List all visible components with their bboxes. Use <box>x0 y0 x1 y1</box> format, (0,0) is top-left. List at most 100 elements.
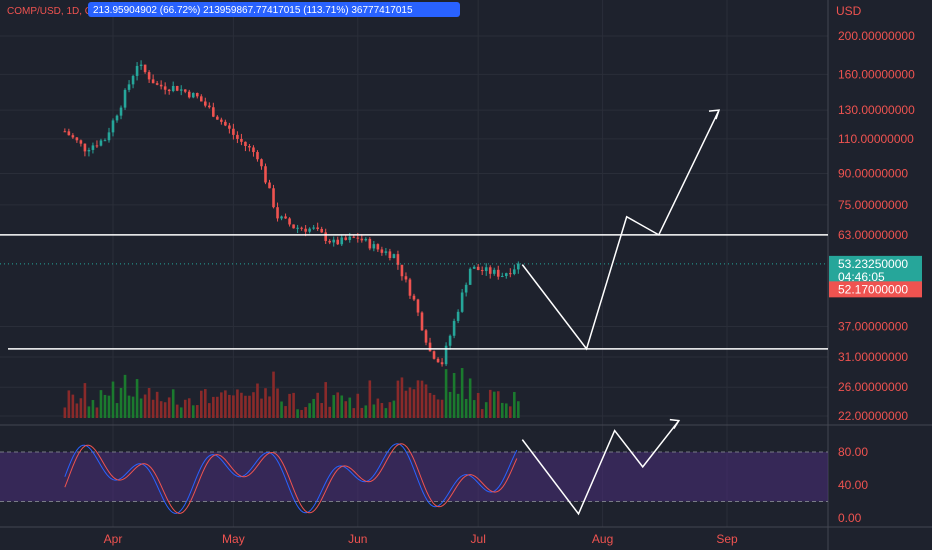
candle-body <box>312 227 315 229</box>
candle-body <box>472 266 476 269</box>
candle-body <box>171 86 175 92</box>
stochastic-projection-path[interactable] <box>521 420 680 516</box>
candle-body <box>460 292 464 312</box>
volume-bar <box>316 392 319 418</box>
candle-body <box>71 135 75 138</box>
volume-bar <box>75 403 79 418</box>
volume-bar <box>384 408 388 418</box>
candle-body <box>352 236 356 238</box>
last-price-label: 53.23250000 <box>838 257 908 271</box>
volume-bar <box>67 390 71 418</box>
volume-bar <box>147 388 151 418</box>
candle-body <box>123 89 127 108</box>
candle-body <box>464 284 468 293</box>
projection-path[interactable] <box>521 109 720 351</box>
candle-layer <box>0 60 828 367</box>
volume-bar <box>280 401 283 418</box>
volume-bar <box>71 394 75 418</box>
volume-bar <box>167 397 171 418</box>
candle-body <box>380 249 384 253</box>
projection-arrowhead[interactable] <box>708 109 721 120</box>
candle-body <box>107 132 111 141</box>
candle-body <box>292 224 295 229</box>
volume-bar <box>432 394 436 418</box>
volume-bar <box>308 403 311 418</box>
volume-bar <box>504 403 508 418</box>
volume-bar <box>320 403 323 418</box>
marker-price-label: 52.17000000 <box>838 282 908 296</box>
volume-bar <box>392 400 396 418</box>
volume-bar <box>216 396 219 418</box>
volume-bar <box>424 384 428 418</box>
volume-bar <box>183 399 187 418</box>
marker-price-tag <box>829 281 922 298</box>
candle-body <box>79 140 83 144</box>
candle-body <box>424 330 428 343</box>
stochastic-d-line <box>64 443 518 514</box>
stochastic-tick-label: 40.00 <box>838 478 868 492</box>
volume-bar <box>159 401 163 418</box>
volume-bar <box>224 390 227 418</box>
candle-body <box>368 238 372 249</box>
volume-bar <box>91 400 95 418</box>
volume-bar <box>292 392 295 418</box>
price-tick-label: 200.00000000 <box>838 29 915 43</box>
candle-body <box>288 218 291 225</box>
candle-body <box>163 86 167 90</box>
candle-body <box>428 342 432 352</box>
price-tick-label: 31.00000000 <box>838 350 908 364</box>
stochastic-tick-label: 0.00 <box>838 511 862 525</box>
stochastic-projection-arrowhead[interactable] <box>669 418 681 430</box>
candle-body <box>115 115 119 121</box>
candle-body <box>300 227 303 229</box>
candle-body <box>131 75 135 85</box>
candle-body <box>488 267 492 274</box>
candle-body <box>416 299 420 313</box>
price-tick-label: 26.00000000 <box>838 380 908 394</box>
candle-body <box>127 84 131 90</box>
volume-layer <box>63 368 520 418</box>
candle-body <box>480 270 484 272</box>
volume-bar <box>236 389 239 418</box>
volume-bar <box>517 401 520 418</box>
candle-body <box>99 140 103 146</box>
volume-bar <box>352 408 356 418</box>
volume-bar <box>99 390 103 418</box>
candle-body <box>372 244 376 249</box>
candle-body <box>284 216 287 219</box>
candle-body <box>348 236 352 240</box>
drawing-layer[interactable] <box>0 109 828 516</box>
axis-layer: USD 200.00000000 160.00000000 130.00000000… <box>104 4 922 546</box>
candle-body <box>320 228 323 233</box>
volume-bar <box>464 398 468 418</box>
date-tick-label: Sep <box>716 532 738 546</box>
last-price-tag <box>829 255 922 284</box>
candle-body <box>155 83 159 85</box>
candle-body <box>444 345 448 365</box>
volume-bar <box>135 379 139 418</box>
candle-body <box>216 116 219 120</box>
volume-bar <box>143 394 147 418</box>
volume-bar <box>440 399 444 418</box>
candle-body <box>264 166 267 183</box>
volume-bar <box>500 402 504 418</box>
candle-body <box>476 266 480 271</box>
volume-bar <box>232 395 235 418</box>
volume-bar <box>252 392 255 418</box>
candle-body <box>332 239 336 243</box>
volume-bar <box>208 403 211 418</box>
candle-body <box>392 254 396 258</box>
candle-body <box>159 84 163 87</box>
volume-bar <box>456 393 460 418</box>
stats-text: 213.95904902 (66.72%) 213959867.77417015… <box>93 5 413 16</box>
price-tick-label: 63.00000000 <box>838 228 908 242</box>
candle-body <box>143 64 147 73</box>
price-tick-label: 160.00000000 <box>838 67 915 81</box>
volume-bar <box>199 390 203 418</box>
candle-body <box>276 207 279 219</box>
candle-body <box>67 131 71 136</box>
volume-bar <box>452 372 456 418</box>
candle-body <box>91 145 95 150</box>
